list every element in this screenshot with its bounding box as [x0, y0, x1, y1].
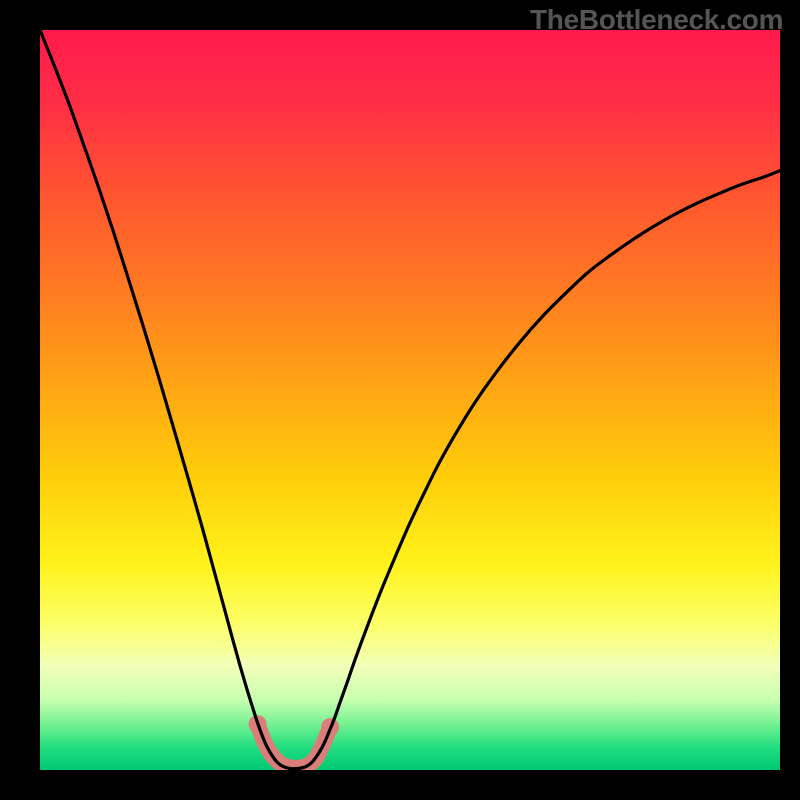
- chart-background: [40, 30, 780, 770]
- chart-frame: [40, 30, 780, 770]
- chart-svg: [40, 30, 780, 770]
- watermark-text: TheBottleneck.com: [530, 4, 783, 35]
- watermark-label: TheBottleneck.com: [530, 4, 783, 36]
